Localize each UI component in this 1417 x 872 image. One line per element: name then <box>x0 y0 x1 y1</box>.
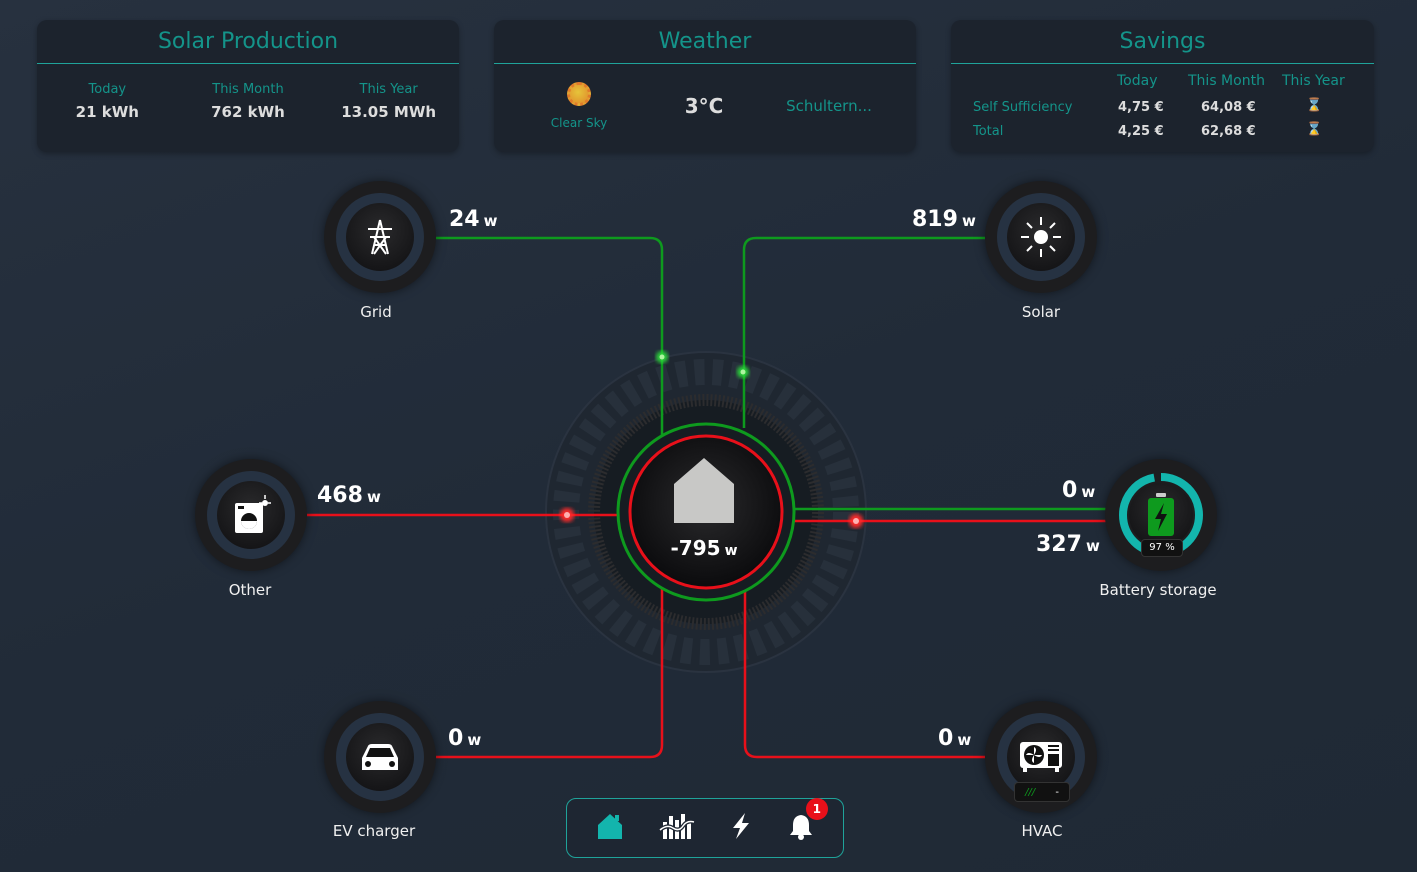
stat-year: This Year 13.05 MWh <box>324 82 454 121</box>
ev-charger-label: EV charger <box>332 822 416 840</box>
nav-home-button[interactable] <box>596 812 624 844</box>
flow-dot <box>564 512 570 518</box>
card-title: Weather <box>494 20 916 64</box>
value: 4,25 € <box>1118 124 1164 139</box>
stat-value: 13.05 MWh <box>341 103 437 121</box>
column-header: This Month <box>1188 73 1265 89</box>
stat-label: Today <box>88 82 127 97</box>
battery-label: Battery storage <box>1099 581 1217 599</box>
row-label: Total <box>973 124 1004 139</box>
other-label: Other <box>228 581 272 599</box>
ev-charger-node[interactable] <box>324 701 436 813</box>
sun-icon <box>567 82 591 106</box>
other-power: 468 w <box>317 483 381 508</box>
chart-icon <box>658 814 695 839</box>
grid-flow-line <box>436 236 664 440</box>
stat-value: 21 kWh <box>75 103 139 121</box>
hvac-status-text: - <box>1055 786 1059 798</box>
solar-power: 819 w <box>912 207 976 232</box>
card-title: Solar Production <box>37 20 459 64</box>
column-header: Today <box>1117 73 1158 89</box>
solar-flow-line <box>742 236 985 428</box>
nav-energy-button[interactable] <box>729 812 753 844</box>
row-label: Self Sufficiency <box>973 100 1073 115</box>
hourglass-icon: ⌛ <box>1306 122 1323 137</box>
unit: w <box>725 543 738 559</box>
flow-dots <box>560 351 863 528</box>
bottom-nav: 1 <box>566 798 844 858</box>
battery-soc: 97 % <box>1141 539 1183 557</box>
savings-card: Savings Today This Month This Year Self … <box>951 20 1374 152</box>
value: 62,68 € <box>1201 124 1256 139</box>
battery-node[interactable]: 97 % <box>1105 459 1217 571</box>
flow-dot <box>740 369 746 375</box>
battery-discharge-power: 327 w <box>1036 532 1100 557</box>
solar-node[interactable] <box>985 181 1097 293</box>
stat-today: Today 21 kWh <box>42 82 172 121</box>
solar-label: Solar <box>1021 303 1061 321</box>
column-header: This Year <box>1282 73 1345 89</box>
air-conditioner-icon <box>1020 742 1062 772</box>
hvac-flow-line <box>743 590 985 759</box>
stat-month: This Month 762 kWh <box>183 82 313 121</box>
power-tower-icon <box>368 219 392 255</box>
flow-dot <box>853 518 859 524</box>
card-title: Savings <box>951 20 1374 64</box>
heat-icon: /// <box>1025 786 1036 798</box>
value: 4,75 € <box>1118 100 1164 115</box>
ev-flow-line <box>436 588 664 759</box>
temperature: 3°C <box>684 94 724 118</box>
washing-machine-icon <box>235 495 271 533</box>
condition-text: Clear Sky <box>550 116 608 130</box>
hourglass-icon: ⌛ <box>1306 98 1323 113</box>
grid-power: 24 w <box>449 207 498 232</box>
grid-label: Grid <box>360 303 392 321</box>
nav-notifications-button[interactable]: 1 <box>788 798 828 844</box>
location[interactable]: Schultern... <box>786 97 872 115</box>
nav-statistics-button[interactable] <box>658 812 695 844</box>
grid-node[interactable] <box>324 181 436 293</box>
stat-label: This Year <box>359 82 418 97</box>
home-icon <box>674 458 734 523</box>
hvac-label: HVAC <box>1021 822 1063 840</box>
weather-condition: Clear Sky <box>494 82 664 130</box>
notification-badge: 1 <box>805 798 828 820</box>
home-power-value: -795 <box>671 536 721 560</box>
car-icon <box>362 744 398 770</box>
hvac-node[interactable]: /// - <box>985 701 1097 813</box>
solar-production-card: Solar Production Today 21 kWh This Month 7… <box>37 20 459 152</box>
value: 64,08 € <box>1201 100 1256 115</box>
bell-icon <box>789 815 812 840</box>
weather-card: Weather Clear Sky 3°C Schultern... <box>494 20 916 152</box>
home-icon <box>598 814 623 839</box>
hvac-status: /// - <box>1014 782 1070 802</box>
stat-label: This Month <box>212 82 284 97</box>
sun-icon <box>1021 217 1061 257</box>
stat-value: 762 kWh <box>211 103 285 121</box>
other-node[interactable] <box>195 459 307 571</box>
battery-charging-icon <box>1148 493 1174 536</box>
bolt-icon <box>733 813 750 839</box>
flow-dot <box>659 354 665 360</box>
